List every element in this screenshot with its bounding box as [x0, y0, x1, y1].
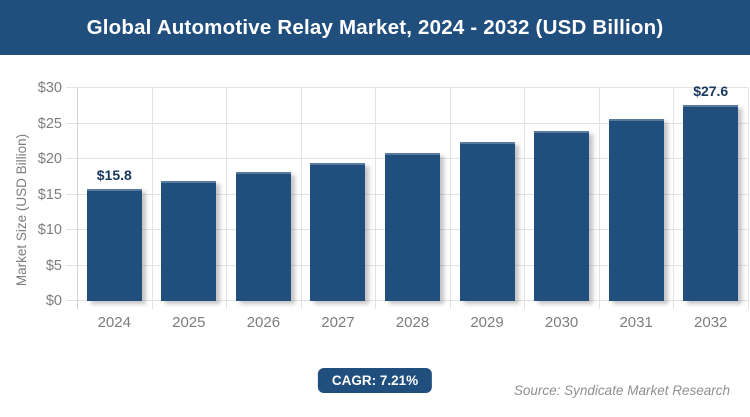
y-tick-label: $5: [45, 257, 62, 274]
y-tick-label: $30: [37, 80, 62, 96]
gridline-h: [66, 122, 748, 124]
y-tick-label: $0: [45, 293, 62, 309]
gridline-v: [300, 88, 302, 309]
gridline-v: [226, 88, 228, 309]
gridline-v: [524, 88, 526, 309]
bar-value-label-2032: $27.6: [693, 83, 729, 100]
bar-2032: [683, 105, 739, 301]
bar-value-label-2024: $15.8: [96, 166, 132, 183]
bar-2027: [310, 162, 366, 301]
x-tick-label-2032: 2032: [694, 314, 728, 331]
x-tick-label-2024: 2024: [97, 314, 131, 331]
gridline-v: [375, 88, 377, 309]
source-credit: Source: Syndicate Market Research: [513, 383, 730, 398]
bar-2025: [161, 181, 217, 301]
bar-2026: [235, 171, 291, 301]
gridline-v: [598, 88, 600, 309]
cagr-badge: CAGR: 7.21%: [317, 368, 433, 393]
x-tick-label-2028: 2028: [395, 314, 430, 331]
x-tick-label-2026: 2026: [246, 314, 281, 331]
y-tick-label: $25: [37, 115, 62, 132]
gridline-v: [673, 88, 675, 309]
x-tick-label-2031: 2031: [619, 314, 653, 331]
bar-2029: [459, 141, 515, 301]
bar-2028: [385, 152, 440, 301]
gridline-v: [748, 88, 749, 309]
y-tick-label: $15: [37, 186, 62, 203]
gridline-h: [66, 87, 748, 88]
y-tick-label: $10: [37, 222, 62, 238]
header-banner: Global Automotive Relay Market, 2024 - 2…: [0, 0, 750, 55]
x-tick-label-2027: 2027: [321, 314, 355, 331]
y-axis-line: [77, 88, 78, 309]
chart-title: Global Automotive Relay Market, 2024 - 2…: [86, 15, 664, 39]
plot-area: $15.8 $27.6: [66, 83, 749, 309]
x-tick-label-2029: 2029: [470, 314, 504, 331]
x-tick-label-2030: 2030: [544, 314, 579, 331]
bar-2031: [608, 118, 664, 301]
bar-2024: [86, 188, 142, 301]
x-tick-label-2025: 2025: [172, 314, 206, 331]
gridline-v: [449, 88, 451, 309]
bar-2030: [534, 130, 590, 301]
gridline-v: [151, 88, 153, 309]
y-tick-label: $20: [37, 151, 62, 167]
